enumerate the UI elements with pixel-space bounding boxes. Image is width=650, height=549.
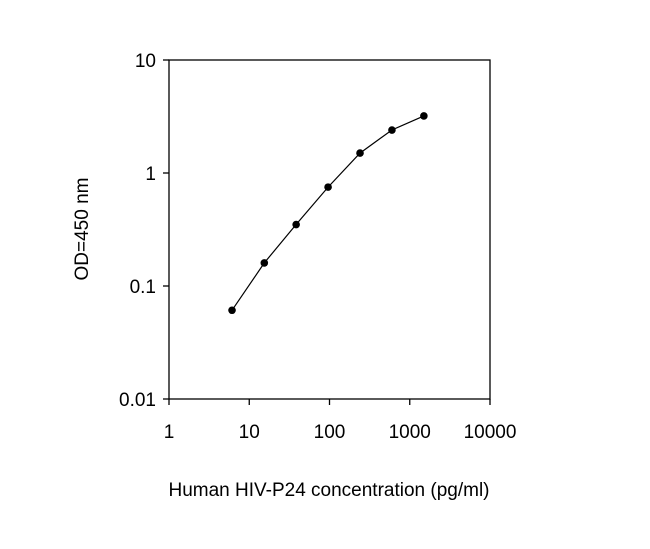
data-point — [420, 112, 428, 120]
x-tick-label: 100 — [314, 422, 346, 443]
axes — [163, 59, 491, 405]
plot-frame — [168, 59, 491, 400]
data-point — [260, 259, 269, 267]
data-point — [292, 220, 300, 229]
data-point — [324, 183, 332, 191]
y-tick-label: 1 — [145, 164, 156, 185]
series-line — [231, 115, 425, 311]
y-tick-label: 0.01 — [119, 390, 156, 411]
data-point — [228, 306, 236, 315]
data-point — [356, 149, 364, 157]
x-tick-label: 10000 — [464, 422, 517, 443]
y-tick-label: 10 — [135, 51, 156, 72]
x-tick-label: 1000 — [389, 422, 431, 443]
data-marks — [228, 112, 428, 315]
y-tick-label: 0.1 — [130, 277, 156, 298]
tick-labels: 1 10 100 1000 10000 0.01 0.1 1 10 — [119, 51, 516, 443]
data-point — [388, 126, 396, 134]
x-tick-label: 10 — [239, 422, 260, 443]
x-tick-label: 1 — [164, 422, 175, 443]
y-axis-label: OD=450 nm — [72, 178, 93, 281]
x-axis-label: Human HIV-P24 concentration (pg/ml) — [168, 480, 489, 501]
